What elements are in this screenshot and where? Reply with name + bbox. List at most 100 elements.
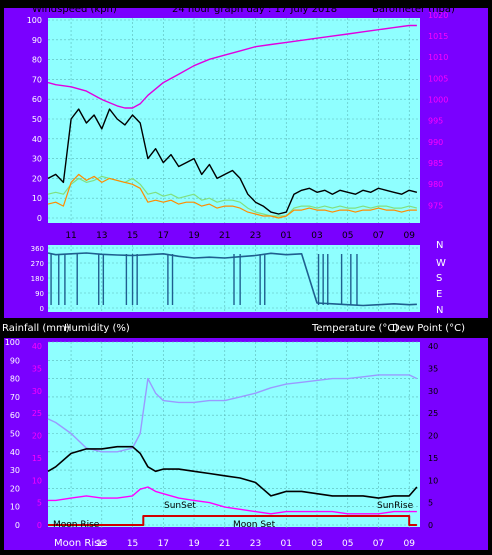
annotation-sunrise: SunRise — [377, 501, 414, 511]
compass-s: S — [436, 273, 442, 284]
panel1-left-tick-label: 40 — [32, 135, 42, 144]
panel1-x-tick-label: 17 — [158, 231, 169, 241]
panel1-left-tick-label: 100 — [27, 16, 42, 25]
compass-n-bottom: N — [436, 305, 443, 316]
dewpoint-axis-label: Dew Point (°C) — [392, 323, 465, 334]
temp-tick-label: 35 — [428, 364, 438, 373]
humidity-tick-label: 20 — [10, 484, 20, 493]
temperature-line — [47, 445, 418, 499]
temp-tick-label: 25 — [428, 409, 438, 418]
panel1-left-tick-label: 70 — [32, 75, 42, 84]
panel3-x-tick-label: 01 — [281, 539, 292, 549]
panel3-x-tick-label: 21 — [219, 539, 230, 549]
panel3-ticks: 0102030405060708090100051015202530354005… — [5, 338, 438, 549]
humidity-tick-label: 90 — [10, 356, 20, 365]
temp-tick-label: 5 — [428, 499, 433, 508]
temp-tick-label: 10 — [428, 476, 438, 485]
panel3-x-tick-label: 07 — [373, 539, 384, 549]
humidity-tick-label: 50 — [10, 430, 20, 439]
rain-tick-label: 40 — [32, 342, 42, 351]
panel2-tick-label: 180 — [31, 275, 44, 283]
humidity-tick-label: 60 — [10, 411, 20, 420]
panel1-x-tick-label: 21 — [219, 231, 230, 241]
temp-tick-label: 40 — [428, 342, 438, 351]
panel1-left-tick-label: 80 — [32, 56, 42, 65]
panel1-x-tick-label: 03 — [311, 231, 322, 241]
rain-tick-label: 0 — [37, 521, 42, 530]
graph-title: 24 hour graph day : 17 July 2018 — [172, 4, 337, 15]
panel3-x-tick-label: 23 — [250, 539, 261, 549]
rain-tick-label: 15 — [32, 454, 42, 463]
panel1-left-tick-label: 30 — [32, 155, 42, 164]
panel1-left-tick-label: 90 — [32, 36, 42, 45]
panel1-right-tick-label: 1000 — [428, 96, 448, 105]
panel1-right-tick-label: 1015 — [428, 32, 448, 41]
temp-tick-label: 0 — [428, 521, 433, 530]
humidity-tick-label: 40 — [10, 448, 20, 457]
rain-axis-label: Rainfall (mm) — [2, 323, 70, 334]
panel1-right-tick-label: 1020 — [428, 11, 448, 20]
humidity-tick-label: 100 — [5, 338, 20, 347]
annotation-sunset: SunSet — [164, 501, 196, 511]
compass-w: W — [436, 258, 446, 269]
compass-e: E — [436, 289, 442, 300]
panel1-right-tick-label: 990 — [428, 138, 443, 147]
panel1-left-tick-label: 50 — [32, 115, 42, 124]
baro-axis-label: Barometer (hpa) — [372, 4, 455, 15]
rain-tick-label: 35 — [32, 364, 42, 373]
panel2-series — [47, 252, 417, 307]
panel1-right-tick-label: 975 — [428, 201, 443, 210]
panel1-series — [47, 24, 418, 219]
humidity-tick-label: 10 — [10, 503, 20, 512]
panel3-series — [47, 374, 418, 526]
annotation-moonset: Moon Set — [233, 520, 276, 530]
panel1-x-tick-label: 11 — [65, 231, 76, 241]
panel1-right-tick-label: 1005 — [428, 74, 448, 83]
panel1-left-tick-label: 10 — [32, 194, 42, 203]
panel1-ticks: 0102030405060708090100975980985990995100… — [27, 11, 449, 241]
temp-tick-label: 15 — [428, 454, 438, 463]
rain-tick-label: 5 — [37, 499, 42, 508]
panel2-ticks: 0 90 180 270 360 — [31, 245, 44, 313]
panel3-x-tick-label: 05 — [342, 539, 353, 549]
panel2-tick-label: 270 — [31, 260, 44, 268]
temp-tick-label: 30 — [428, 387, 438, 396]
wind-avg-line — [47, 173, 417, 219]
temp-tick-label: 20 — [428, 432, 438, 441]
panel1-x-tick-label: 23 — [250, 231, 261, 241]
barometer-line — [47, 24, 417, 109]
panel3-x-tick-label: 15 — [127, 539, 138, 549]
panel1-x-tick-label: 05 — [342, 231, 353, 241]
wind-gust-line — [47, 108, 418, 215]
annotation-moonrise-bottom: Moon Rise — [54, 538, 105, 549]
panel1-right-tick-label: 995 — [428, 117, 443, 126]
panel1-plot — [48, 18, 420, 223]
panel2-tick-label: 360 — [31, 245, 44, 253]
rain-tick-label: 20 — [32, 432, 42, 441]
panel1-right-tick-label: 980 — [428, 180, 443, 189]
compass-n-top: N — [436, 240, 443, 251]
humidity-line — [47, 374, 418, 453]
annotation-moonrise: Moon Rise — [53, 520, 100, 530]
panel1-x-tick-label: 13 — [96, 231, 107, 241]
rainfall-line — [48, 515, 417, 526]
panel3-x-tick-label: 17 — [158, 539, 169, 549]
dewpoint-line — [48, 486, 417, 515]
panel1-x-tick-label: 07 — [373, 231, 384, 241]
panel3-grid — [48, 341, 420, 528]
rain-tick-label: 10 — [32, 476, 42, 485]
humidity-tick-label: 30 — [10, 466, 20, 475]
wind-axis-label: Windspeed (kph) — [32, 4, 117, 15]
panel1-x-tick-label: 01 — [281, 231, 292, 241]
humidity-tick-label: 70 — [10, 393, 20, 402]
panel1-right-tick-label: 1010 — [428, 53, 448, 62]
temp-axis-label: Temperature (°C) — [311, 323, 398, 334]
panel2-tick-label: 90 — [35, 290, 44, 298]
panel1-x-tick-label: 09 — [404, 231, 416, 241]
wind-direction-line — [47, 252, 417, 307]
panel3-x-tick-label: 13 — [96, 539, 107, 549]
panel1-x-tick-label: 15 — [127, 231, 138, 241]
panel3-x-tick-label: 09 — [404, 539, 416, 549]
